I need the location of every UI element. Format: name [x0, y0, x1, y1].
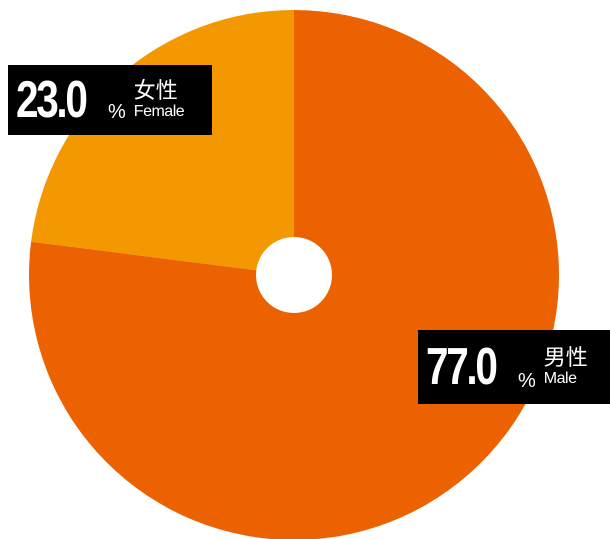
data-label-male-text: 男性 Male [544, 347, 588, 388]
data-label-male-percent: % [518, 370, 536, 392]
data-label-male-value: 77.0 [426, 338, 498, 396]
data-label-female-en: Female [133, 102, 185, 120]
data-label-male-en: Male [543, 369, 577, 387]
data-label-female: 23.0 % 女性 Female [8, 65, 212, 135]
data-label-female-cn: 女性 [133, 78, 178, 104]
pie-slice-female [31, 10, 295, 275]
donut-hole [256, 237, 332, 313]
data-label-female-text: 女性 Female [133, 78, 185, 121]
data-label-male-cn: 男性 [543, 345, 588, 371]
data-label-female-value: 23.0 [16, 71, 88, 129]
data-label-female-percent: % [108, 101, 126, 123]
data-label-female-value-wrap: 23.0 [16, 74, 108, 126]
data-label-male-value-wrap: 77.0 [426, 341, 518, 393]
data-label-male: 77.0 % 男性 Male [418, 330, 610, 404]
